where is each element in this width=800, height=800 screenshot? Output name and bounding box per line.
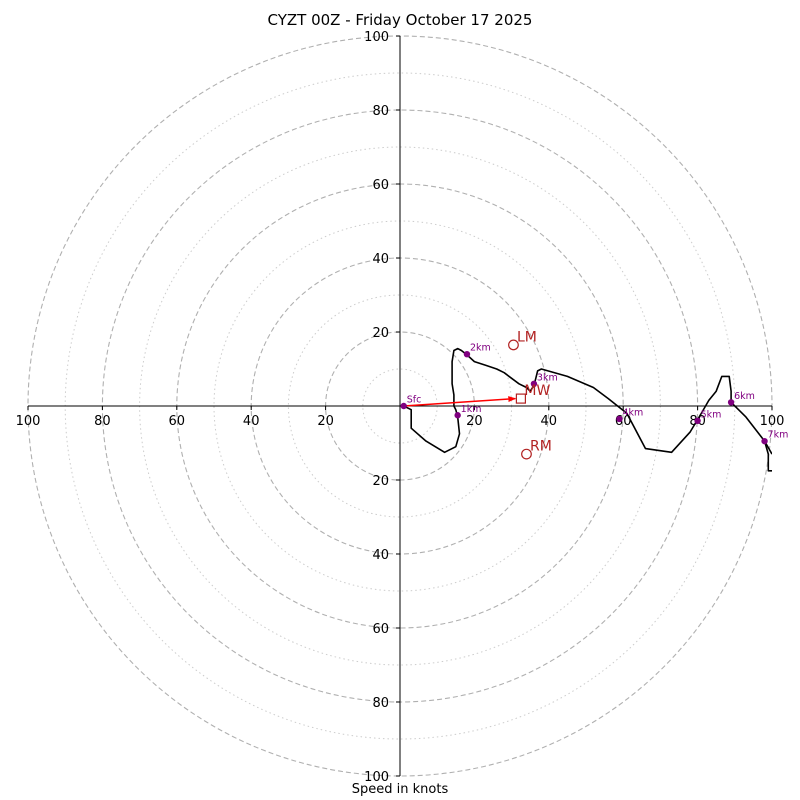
storm-marker-mw xyxy=(515,393,527,404)
x-tick-label: 20 xyxy=(317,414,334,429)
height-marker-2km xyxy=(463,351,471,358)
height-markers: Sfc 1km 2km 3km 4km 5km 6km 7km xyxy=(400,343,789,445)
height-marker-6km xyxy=(727,399,735,406)
x-axis-label: Speed in knots xyxy=(351,782,449,797)
chart-title: CYZT 00Z - Friday October 17 2025 xyxy=(267,11,533,29)
x-tick-label: 20 xyxy=(466,414,483,429)
storm-label-rm: RM xyxy=(530,439,552,455)
x-tick-label: 40 xyxy=(243,414,260,429)
height-label-5km: 5km xyxy=(701,409,722,420)
shear-arrow xyxy=(403,396,517,407)
x-tick-label: 100 xyxy=(16,414,41,429)
storm-label-mw: MW xyxy=(524,383,550,399)
y-tick-label: 40 xyxy=(372,548,389,563)
height-marker-5km xyxy=(694,417,701,424)
y-tick-label: 60 xyxy=(372,178,389,193)
height-label-6km: 6km xyxy=(734,391,755,402)
height-label-7km: 7km xyxy=(768,430,789,441)
height-marker-7km xyxy=(761,437,768,445)
y-tick-label: 80 xyxy=(372,104,389,119)
x-tick-label: 80 xyxy=(94,414,111,429)
height-label-2km: 2km xyxy=(470,343,491,354)
storm-marker-lm xyxy=(508,339,519,351)
x-tick-label: 60 xyxy=(169,414,186,429)
y-tick-label: 80 xyxy=(372,696,389,711)
storm-marker-rm xyxy=(521,448,532,460)
height-marker-4km xyxy=(616,415,623,423)
x-tick-label: 100 xyxy=(760,414,785,429)
height-label-1km: 1km xyxy=(461,404,482,415)
y-tick-label: 100 xyxy=(364,30,389,45)
height-marker-3km xyxy=(530,380,538,387)
y-tick-label: 20 xyxy=(372,474,389,489)
height-label-4km: 4km xyxy=(622,407,643,418)
hodograph-line xyxy=(403,347,772,472)
y-tick-label: 60 xyxy=(372,622,389,637)
y-tick-labels: 100 80 60 40 20 20 40 60 80 100 xyxy=(364,30,400,785)
y-tick-label: 40 xyxy=(372,252,389,267)
height-label-3km: 3km xyxy=(537,372,558,383)
y-tick-label: 100 xyxy=(364,770,389,785)
height-marker-sfc xyxy=(400,402,407,410)
axes xyxy=(28,36,772,776)
x-tick-label: 40 xyxy=(541,414,558,429)
y-tick-label: 20 xyxy=(372,326,389,341)
height-label-sfc: Sfc xyxy=(407,395,422,406)
height-marker-1km xyxy=(454,412,461,419)
storm-motion-markers: LM MW RM xyxy=(508,329,552,460)
storm-label-lm: LM xyxy=(517,329,537,345)
shear-vector xyxy=(403,396,517,407)
